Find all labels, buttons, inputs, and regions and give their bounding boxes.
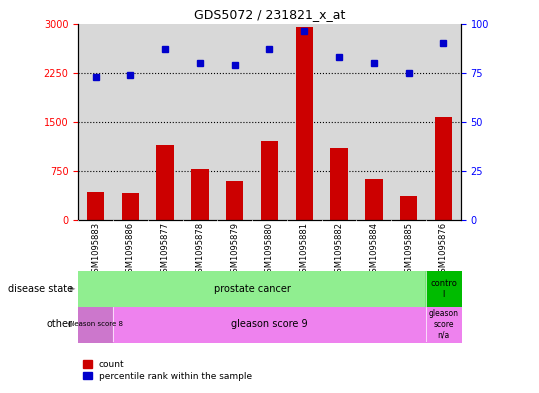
- Text: GSM1095883: GSM1095883: [91, 222, 100, 278]
- Bar: [365, 180, 383, 220]
- Bar: [191, 169, 209, 220]
- Bar: [87, 192, 104, 220]
- Text: GSM1095881: GSM1095881: [300, 222, 309, 278]
- Text: GSM1095877: GSM1095877: [161, 222, 170, 278]
- Text: GSM1095886: GSM1095886: [126, 222, 135, 278]
- Text: prostate cancer: prostate cancer: [213, 284, 291, 294]
- Bar: [261, 141, 278, 220]
- Title: GDS5072 / 231821_x_at: GDS5072 / 231821_x_at: [194, 8, 345, 21]
- Bar: [295, 27, 313, 220]
- Text: GSM1095879: GSM1095879: [230, 222, 239, 278]
- Text: contro
l: contro l: [430, 279, 457, 299]
- Text: GSM1095882: GSM1095882: [335, 222, 343, 278]
- Text: GSM1095884: GSM1095884: [369, 222, 378, 278]
- Text: GSM1095878: GSM1095878: [196, 222, 204, 278]
- Text: GSM1095885: GSM1095885: [404, 222, 413, 278]
- Bar: [400, 196, 417, 220]
- Bar: [330, 148, 348, 220]
- Text: gleason score 9: gleason score 9: [231, 319, 308, 329]
- Text: other: other: [47, 319, 73, 329]
- Text: gleason
score
n/a: gleason score n/a: [429, 309, 459, 339]
- Bar: [122, 193, 139, 220]
- Text: GSM1095876: GSM1095876: [439, 222, 448, 278]
- Bar: [156, 145, 174, 220]
- Text: disease state: disease state: [8, 284, 73, 294]
- Text: gleason score 8: gleason score 8: [68, 321, 123, 327]
- Text: GSM1095880: GSM1095880: [265, 222, 274, 278]
- Legend: count, percentile rank within the sample: count, percentile rank within the sample: [82, 360, 252, 381]
- Bar: [435, 117, 452, 220]
- Bar: [226, 182, 244, 220]
